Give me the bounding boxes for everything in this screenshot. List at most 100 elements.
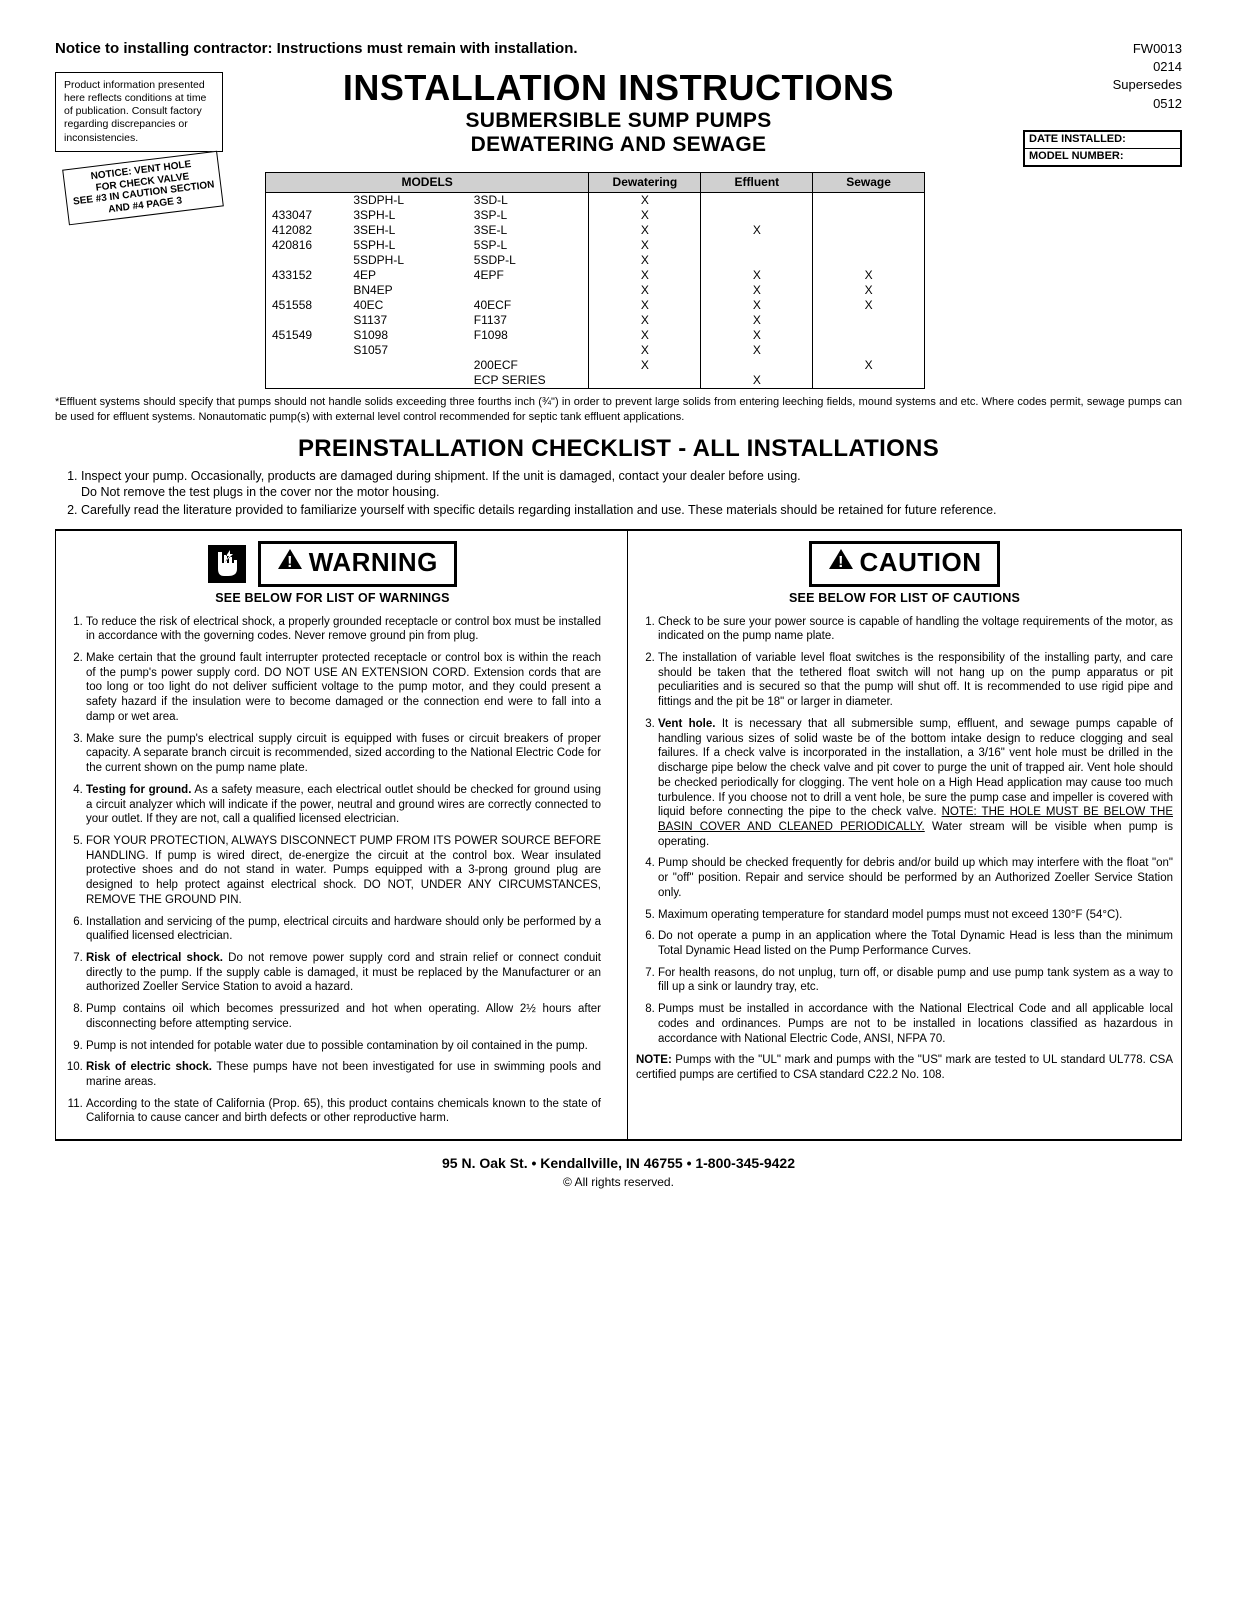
cell-dewatering: X xyxy=(589,313,701,328)
cell-model-b: ECP SERIES xyxy=(468,373,589,389)
doc-revision-block: FW0013 0214 Supersedes 0512 xyxy=(1113,40,1182,113)
cell-effluent: X xyxy=(701,373,813,389)
cell-model-a: 5SPH-L xyxy=(347,238,467,253)
cell-effluent: X xyxy=(701,343,813,358)
note-text: Pumps with the "UL" mark and pumps with … xyxy=(636,1054,1173,1081)
caution-column: !CAUTION SEE BELOW FOR LIST OF CAUTIONS … xyxy=(627,531,1181,1140)
cell-dewatering: X xyxy=(589,193,701,209)
table-row: S1057XX xyxy=(266,343,925,358)
table-row: 45155840EC40ECFXXX xyxy=(266,298,925,313)
svg-text:!: ! xyxy=(838,554,844,570)
caution-item: Pump should be checked frequently for de… xyxy=(658,856,1173,900)
cell-dewatering: X xyxy=(589,328,701,343)
warning-title-text: WARNING xyxy=(309,547,438,577)
note-lead: NOTE: xyxy=(636,1054,672,1066)
cell-model-b: 40ECF xyxy=(468,298,589,313)
cell-dewatering xyxy=(589,373,701,389)
cell-code: 433152 xyxy=(266,268,348,283)
table-row: ECP SERIES X xyxy=(266,373,925,389)
cell-sewage: X xyxy=(813,298,925,313)
cell-code: 433047 xyxy=(266,208,348,223)
cell-model-a: 40EC xyxy=(347,298,467,313)
page-subtitle-1: SUBMERSIBLE SUMP PUMPS xyxy=(55,108,1182,134)
cell-sewage xyxy=(813,208,925,223)
cell-model-b: F1137 xyxy=(468,313,589,328)
cell-model-b xyxy=(468,283,589,298)
cell-model-a: 5SDPH-L xyxy=(347,253,467,268)
warning-item: Pump contains oil which becomes pressuri… xyxy=(86,1002,601,1031)
cell-model-b: F1098 xyxy=(468,328,589,343)
warning-item: Make sure the pump's electrical supply c… xyxy=(86,732,601,776)
footer-address: 95 N. Oak St. • Kendallville, IN 46755 •… xyxy=(55,1155,1182,1173)
cell-model-a: S1098 xyxy=(347,328,467,343)
checklist-item: Inspect your pump. Occasionally, product… xyxy=(81,468,1182,501)
cell-model-a: S1057 xyxy=(347,343,467,358)
cell-model-b: 3SD-L xyxy=(468,193,589,209)
table-footnote: *Effluent systems should specify that pu… xyxy=(55,395,1182,424)
table-row: 4331524EP4EPFXXX xyxy=(266,268,925,283)
page-subtitle-2: DEWATERING AND SEWAGE xyxy=(55,132,1182,158)
cell-dewatering: X xyxy=(589,298,701,313)
warning-item: Installation and servicing of the pump, … xyxy=(86,915,601,944)
table-row: S1137F1137XX xyxy=(266,313,925,328)
caution-item: Maximum operating temperature for standa… xyxy=(658,908,1173,923)
hand-electrical-icon xyxy=(208,545,246,583)
caution-triangle-icon: ! xyxy=(828,545,854,578)
warning-item: Pump is not intended for potable water d… xyxy=(86,1039,601,1054)
table-row: 5SDPH-L5SDP-LX xyxy=(266,253,925,268)
cell-model-b xyxy=(468,343,589,358)
cell-effluent: X xyxy=(701,223,813,238)
caution-item: Vent hole. It is necessary that all subm… xyxy=(658,717,1173,849)
cell-model-b: 5SP-L xyxy=(468,238,589,253)
cell-model-b: 200ECF xyxy=(468,358,589,373)
cell-effluent xyxy=(701,253,813,268)
cell-code xyxy=(266,313,348,328)
cell-code xyxy=(266,358,348,373)
supersedes-rev: 0512 xyxy=(1113,95,1182,113)
caution-title-text: CAUTION xyxy=(860,547,982,577)
cell-effluent: X xyxy=(701,313,813,328)
product-info-box: Product information presented here refle… xyxy=(55,72,223,152)
supersedes-label: Supersedes xyxy=(1113,76,1182,94)
warning-caution-wrap: !WARNING SEE BELOW FOR LIST OF WARNINGS … xyxy=(55,529,1182,1142)
cell-model-a xyxy=(347,358,467,373)
date-installed-label: DATE INSTALLED: xyxy=(1025,132,1180,149)
cell-sewage: X xyxy=(813,283,925,298)
install-info-box: DATE INSTALLED: MODEL NUMBER: xyxy=(1023,130,1182,167)
warning-item: Risk of electrical shock. Do not remove … xyxy=(86,951,601,995)
cell-sewage xyxy=(813,223,925,238)
doc-id: FW0013 xyxy=(1113,40,1182,58)
cell-model-a: 3SDPH-L xyxy=(347,193,467,209)
warning-title: !WARNING xyxy=(258,541,457,587)
warning-triangle-icon: ! xyxy=(277,545,303,578)
warning-item: According to the state of California (Pr… xyxy=(86,1097,601,1126)
cell-effluent: X xyxy=(701,328,813,343)
cell-code xyxy=(266,343,348,358)
cell-code: 412082 xyxy=(266,223,348,238)
caution-item: For health reasons, do not unplug, turn … xyxy=(658,966,1173,995)
caution-title: ! CAUTION xyxy=(809,541,1001,587)
cell-effluent: X xyxy=(701,268,813,283)
model-number-label: MODEL NUMBER: xyxy=(1025,149,1180,165)
cell-sewage xyxy=(813,328,925,343)
cell-sewage xyxy=(813,313,925,328)
cell-effluent: X xyxy=(701,283,813,298)
page-title: INSTALLATION INSTRUCTIONS xyxy=(55,65,1182,110)
cell-sewage xyxy=(813,193,925,209)
warning-subtitle: SEE BELOW FOR LIST OF WARNINGS xyxy=(64,591,601,607)
models-table: MODELS Dewatering Effluent Sewage 3SDPH-… xyxy=(265,172,925,389)
cell-dewatering: X xyxy=(589,253,701,268)
cell-model-a xyxy=(347,373,467,389)
cell-code xyxy=(266,373,348,389)
cell-dewatering: X xyxy=(589,208,701,223)
footer-copyright: © All rights reserved. xyxy=(55,1175,1182,1190)
top-notice: Notice to installing contractor: Instruc… xyxy=(55,40,1182,59)
cell-model-a: 3SEH-L xyxy=(347,223,467,238)
warning-item: Testing for ground. As a safety measure,… xyxy=(86,783,601,827)
cell-dewatering: X xyxy=(589,238,701,253)
caution-subtitle: SEE BELOW FOR LIST OF CAUTIONS xyxy=(636,591,1173,607)
cell-code xyxy=(266,253,348,268)
warning-item: To reduce the risk of electrical shock, … xyxy=(86,615,601,644)
warning-item: Make certain that the ground fault inter… xyxy=(86,651,601,725)
table-row: 4120823SEH-L3SE-LXX xyxy=(266,223,925,238)
